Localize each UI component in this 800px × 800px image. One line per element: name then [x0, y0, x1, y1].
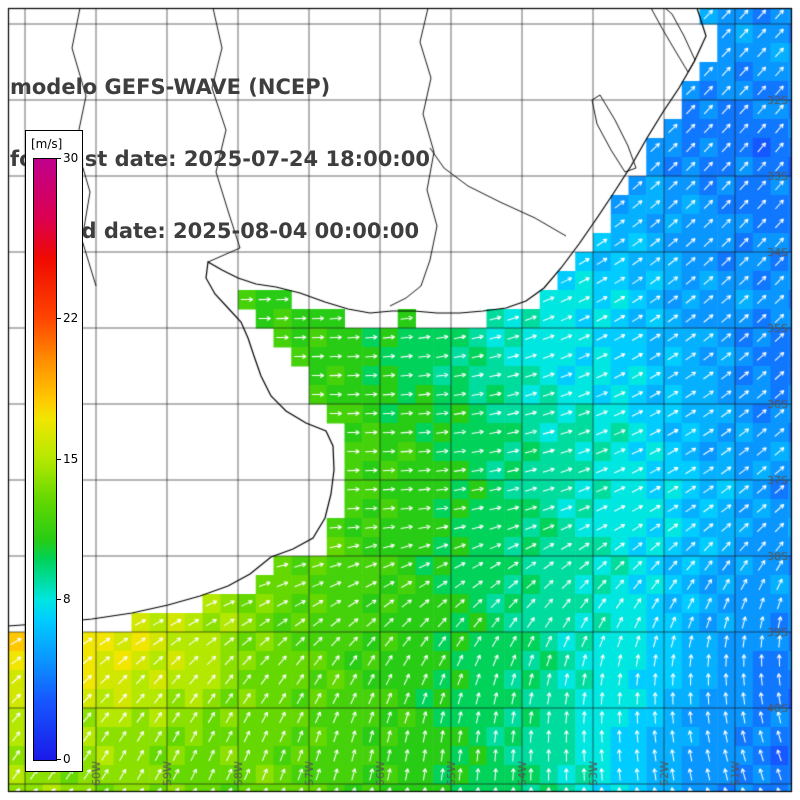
colorbar-tick-mark: [57, 318, 61, 320]
colorbar-units-label: [m/s]: [31, 137, 63, 151]
colorbar-tick-label: 30: [63, 151, 79, 165]
colorbar-tick-label: 22: [63, 311, 79, 326]
colorbar-tick-mark: [57, 598, 61, 600]
colorbar-tick-label: 15: [63, 451, 79, 466]
colorbar-tick-mark: [57, 759, 61, 760]
colorbar-tick-label: 0: [63, 752, 71, 766]
model-name: modelo GEFS-WAVE (NCEP): [10, 75, 331, 99]
colorbar-gradient: [33, 158, 57, 761]
colorbar-tick-label: 8: [63, 591, 71, 606]
colorbar: [m/s] 0 8 15 22 30: [25, 130, 83, 772]
colorbar-tick-mark: [57, 158, 61, 159]
colorbar-tick-mark: [57, 458, 61, 460]
